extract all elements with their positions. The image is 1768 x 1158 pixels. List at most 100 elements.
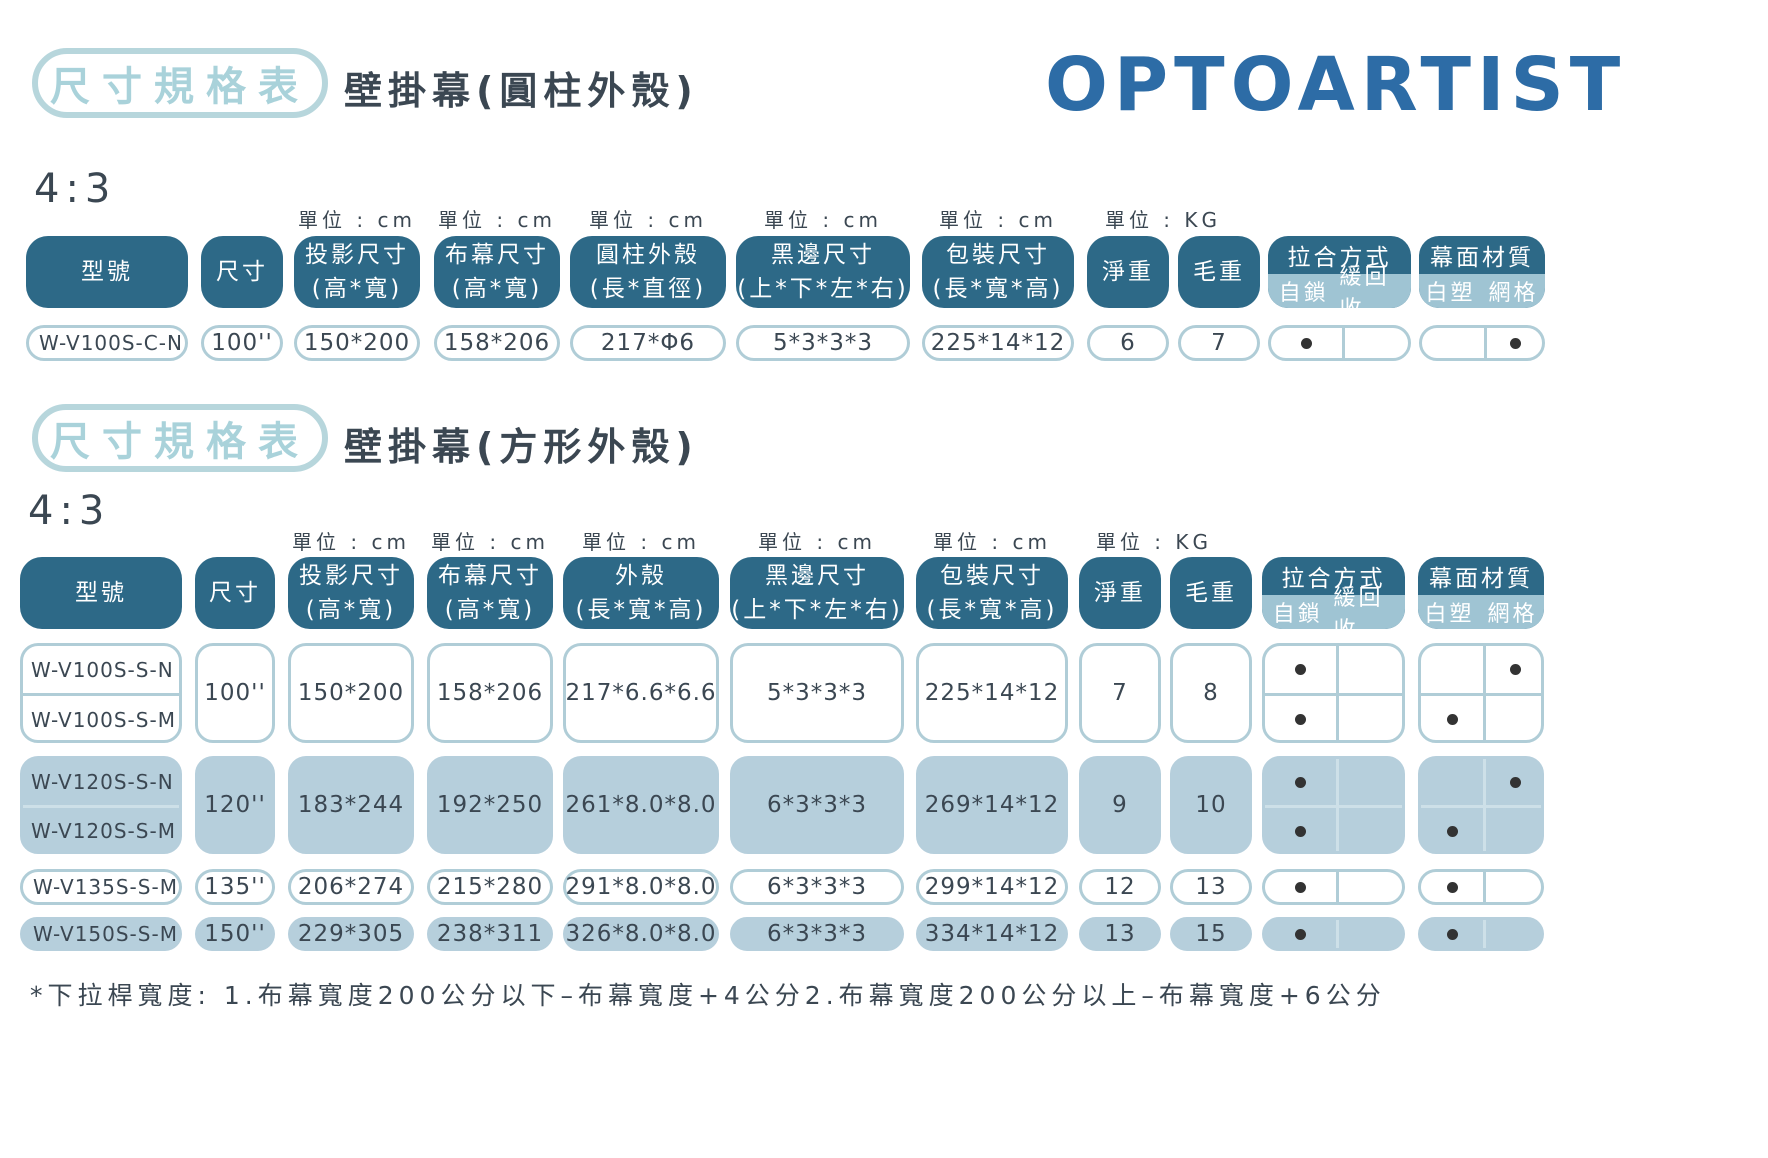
cell-case: 261*8.0*8.0 [563,756,719,854]
cell-material [1418,643,1544,743]
header-packing-size: 包裝尺寸 (長*寬*高) [922,236,1074,308]
cell-material [1418,917,1544,951]
cell-screen: 215*280 [427,869,553,905]
cell-gross-weight: 15 [1170,917,1252,951]
cell-case: 217*Φ6 [570,325,726,361]
header-projection-size: 投影尺寸 (高*寬) [288,557,414,629]
cell-screen: 158*206 [427,643,553,743]
cell-border: 6*3*3*3 [730,869,904,905]
cell-pull-method [1262,756,1405,854]
cell-pull-method [1262,917,1405,951]
check-dot-icon [1509,337,1521,349]
cell-size: 135'' [195,869,275,905]
header-size: 尺寸 [195,557,275,629]
cell-pull-method [1262,869,1405,905]
header-projection-size: 投影尺寸 (高*寬) [294,236,420,308]
cell-size: 150'' [195,917,275,951]
cell-model: W-V100S-S-N [31,657,174,682]
unit-label: 單位 : cm [582,530,700,554]
check-dot-icon [1295,776,1306,788]
cell-model: W-V100S-C-N [26,325,188,361]
header-model: 型號 [26,236,188,308]
cell-net-weight: 7 [1079,643,1161,743]
cell-net-weight: 13 [1079,917,1161,951]
header-border-size: 黑邊尺寸 (上*下*左*右) [730,557,904,629]
header-net-weight: 淨重 [1087,236,1169,308]
unit-label: 單位 : cm [589,208,707,232]
cell-pull-method [1268,325,1411,361]
cell-case: 326*8.0*8.0 [563,917,719,951]
cell-projection: 150*200 [294,325,420,361]
cell-model: W-V135S-S-M [20,869,182,905]
cell-border: 6*3*3*3 [730,756,904,854]
check-dot-icon [1295,881,1306,893]
check-dot-icon [1446,714,1458,725]
cell-packing: 334*14*12 [916,917,1068,951]
cell-model-pair: W-V120S-S-N W-V120S-S-M [20,756,182,854]
check-dot-icon [1295,928,1306,940]
cell-border: 6*3*3*3 [730,917,904,951]
cell-packing: 299*14*12 [916,869,1068,905]
cell-material [1419,325,1545,361]
header-pull-method: 拉合方式 自鎖緩回收 [1268,236,1411,308]
unit-label: 單位 : cm [764,208,882,232]
check-dot-icon [1295,825,1306,837]
unit-label: 單位 : cm [438,208,556,232]
check-dot-icon [1295,714,1306,725]
cell-model: W-V120S-S-M [31,819,176,843]
check-dot-icon [1509,776,1521,788]
cell-packing: 269*14*12 [916,756,1068,854]
check-dot-icon [1446,928,1458,940]
header-pull-method: 拉合方式 自鎖緩回收 [1262,557,1405,629]
header-screen-size: 布幕尺寸 (高*寬) [434,236,560,308]
optoartist-logo: OPTOARTIST [1045,42,1627,128]
header-gross-weight: 毛重 [1178,236,1260,308]
spec-table-badge: 尺寸規格表 [32,48,328,118]
aspect-ratio-label: 4:3 [34,166,117,212]
header-screen-material: 幕面材質 白塑 網格 [1418,557,1544,629]
cell-projection: 183*244 [288,756,414,854]
cell-size: 120'' [195,756,275,854]
unit-label: 單位 : cm [431,530,549,554]
header-screen-size: 布幕尺寸 (高*寬) [427,557,553,629]
header-net-weight: 淨重 [1079,557,1161,629]
cell-screen: 158*206 [434,325,560,361]
cell-screen: 192*250 [427,756,553,854]
cell-projection: 229*305 [288,917,414,951]
cell-gross-weight: 8 [1170,643,1252,743]
cell-size: 100'' [195,643,275,743]
unit-label: 單位 : cm [292,530,410,554]
cell-gross-weight: 10 [1170,756,1252,854]
check-dot-icon [1446,825,1458,837]
unit-label: 單位 : KG [1104,208,1222,232]
spec-table-badge: 尺寸規格表 [32,404,328,472]
cell-model: W-V150S-S-M [20,917,182,951]
cell-case: 217*6.6*6.6 [563,643,719,743]
cell-screen: 238*311 [427,917,553,951]
cell-pull-method [1262,643,1405,743]
cell-model: W-V120S-S-N [31,770,174,794]
cell-size: 100'' [201,325,283,361]
header-gross-weight: 毛重 [1170,557,1252,629]
footnote: *下拉桿寬度: 1.布幕寬度200公分以下–布幕寬度+4公分2.布幕寬度200公… [30,981,1386,1010]
cell-model: W-V100S-S-M [31,707,176,732]
header-border-size: 黑邊尺寸 (上*下*左*右) [736,236,910,308]
cell-model-pair: W-V100S-S-N W-V100S-S-M [20,643,182,743]
cell-packing: 225*14*12 [922,325,1074,361]
header-size: 尺寸 [201,236,283,308]
unit-label: 單位 : cm [939,208,1057,232]
header-model: 型號 [20,557,182,629]
section-subtitle: 壁掛幕(圓柱外殼) [344,69,699,113]
check-dot-icon [1446,881,1458,893]
unit-label: 單位 : cm [298,208,416,232]
header-screen-material: 幕面材質 白塑 網格 [1419,236,1545,308]
cell-material [1418,869,1544,905]
section-subtitle: 壁掛幕(方形外殼) [344,425,699,469]
cell-net-weight: 12 [1079,869,1161,905]
unit-label: 單位 : KG [1095,530,1213,554]
cell-net-weight: 9 [1079,756,1161,854]
unit-label: 單位 : cm [758,530,876,554]
aspect-ratio-label: 4:3 [28,488,111,534]
unit-label: 單位 : cm [933,530,1051,554]
header-square-case: 外殼 (長*寬*高) [563,557,719,629]
